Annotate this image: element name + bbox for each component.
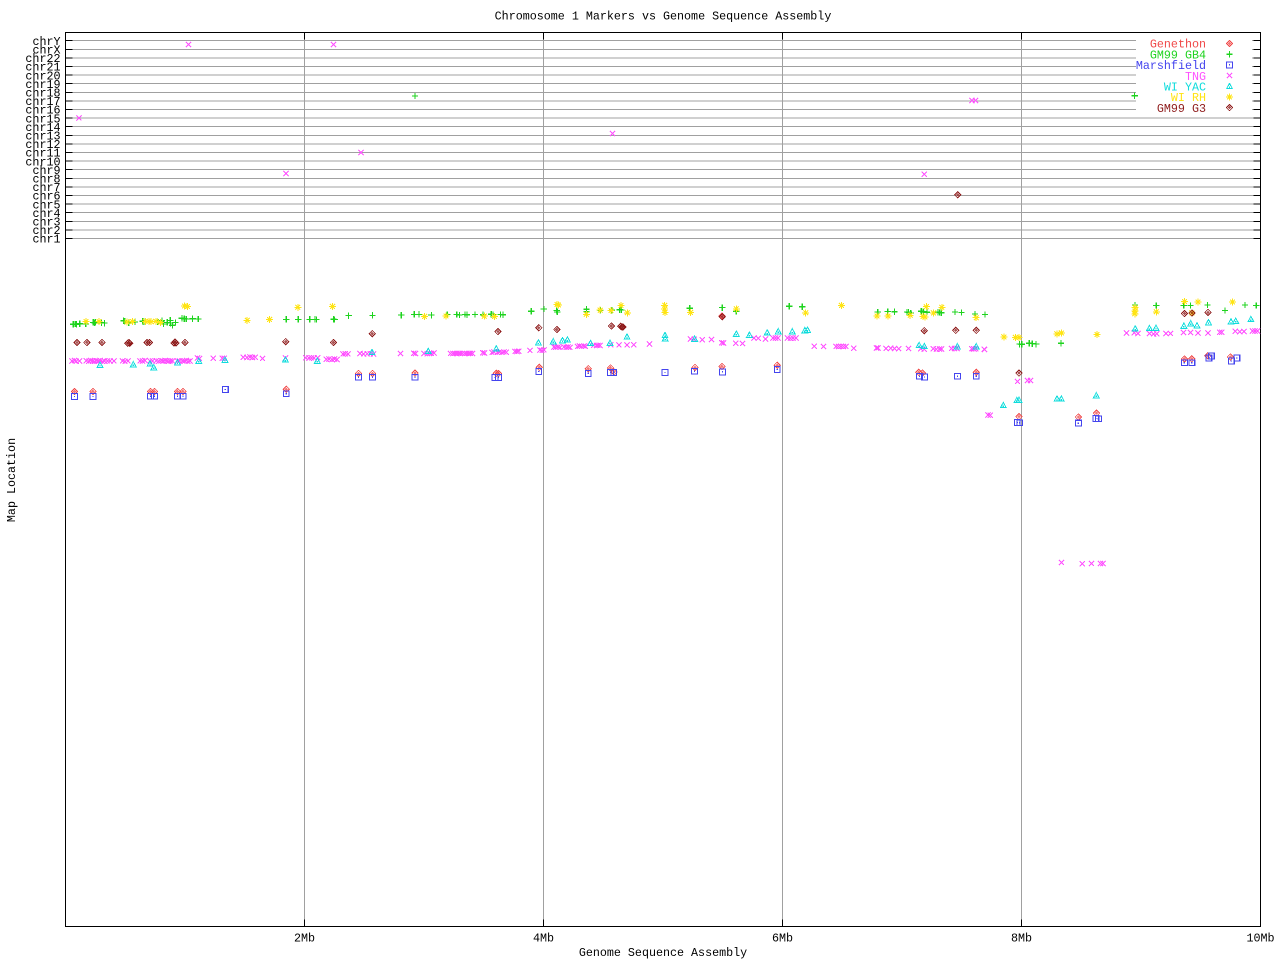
svg-text:Map Location: Map Location bbox=[5, 438, 19, 522]
svg-text:GM99 G3: GM99 G3 bbox=[1157, 102, 1206, 116]
svg-text:chr19: chr19 bbox=[25, 78, 60, 92]
svg-text:chr18: chr18 bbox=[25, 87, 60, 101]
svg-text:chr20: chr20 bbox=[25, 69, 60, 83]
svg-text:Genethon: Genethon bbox=[1150, 38, 1206, 52]
svg-text:2Mb: 2Mb bbox=[294, 932, 315, 946]
svg-text:4Mb: 4Mb bbox=[533, 932, 554, 946]
svg-text:8Mb: 8Mb bbox=[1011, 932, 1032, 946]
svg-text:chr17: chr17 bbox=[25, 95, 60, 109]
svg-text:chr22: chr22 bbox=[25, 52, 60, 66]
svg-text:TNG: TNG bbox=[1185, 70, 1206, 84]
svg-text:chr7: chr7 bbox=[32, 181, 60, 195]
svg-text:chr16: chr16 bbox=[25, 104, 60, 118]
svg-text:chrY: chrY bbox=[32, 35, 60, 49]
svg-text:chrX: chrX bbox=[32, 44, 60, 58]
svg-text:WI RH: WI RH bbox=[1171, 91, 1206, 105]
svg-text:10Mb: 10Mb bbox=[1246, 932, 1274, 946]
svg-text:chr21: chr21 bbox=[25, 61, 60, 75]
svg-text:chr15: chr15 bbox=[25, 112, 60, 126]
svg-text:Genome Sequence Assembly: Genome Sequence Assembly bbox=[579, 946, 747, 960]
svg-text:chr3: chr3 bbox=[32, 216, 60, 230]
svg-text:6Mb: 6Mb bbox=[772, 932, 793, 946]
svg-text:chr9: chr9 bbox=[32, 164, 60, 178]
svg-text:Marshfield: Marshfield bbox=[1136, 59, 1206, 73]
svg-text:chr6: chr6 bbox=[32, 190, 60, 204]
svg-text:chr4: chr4 bbox=[32, 207, 60, 221]
svg-text:GM99 GB4: GM99 GB4 bbox=[1150, 48, 1206, 62]
svg-text:chr11: chr11 bbox=[25, 147, 60, 161]
svg-text:chr12: chr12 bbox=[25, 138, 60, 152]
svg-text:chr5: chr5 bbox=[32, 198, 60, 212]
svg-text:chr8: chr8 bbox=[32, 173, 60, 187]
svg-text:chr2: chr2 bbox=[32, 224, 60, 238]
svg-text:chr13: chr13 bbox=[25, 130, 60, 144]
svg-text:chr1: chr1 bbox=[32, 233, 60, 247]
svg-text:WI YAC: WI YAC bbox=[1164, 81, 1206, 95]
svg-text:chr14: chr14 bbox=[25, 121, 60, 135]
svg-text:chr10: chr10 bbox=[25, 155, 60, 169]
svg-text:Chromosome 1 Markers vs Genome: Chromosome 1 Markers vs Genome Sequence … bbox=[495, 10, 832, 24]
